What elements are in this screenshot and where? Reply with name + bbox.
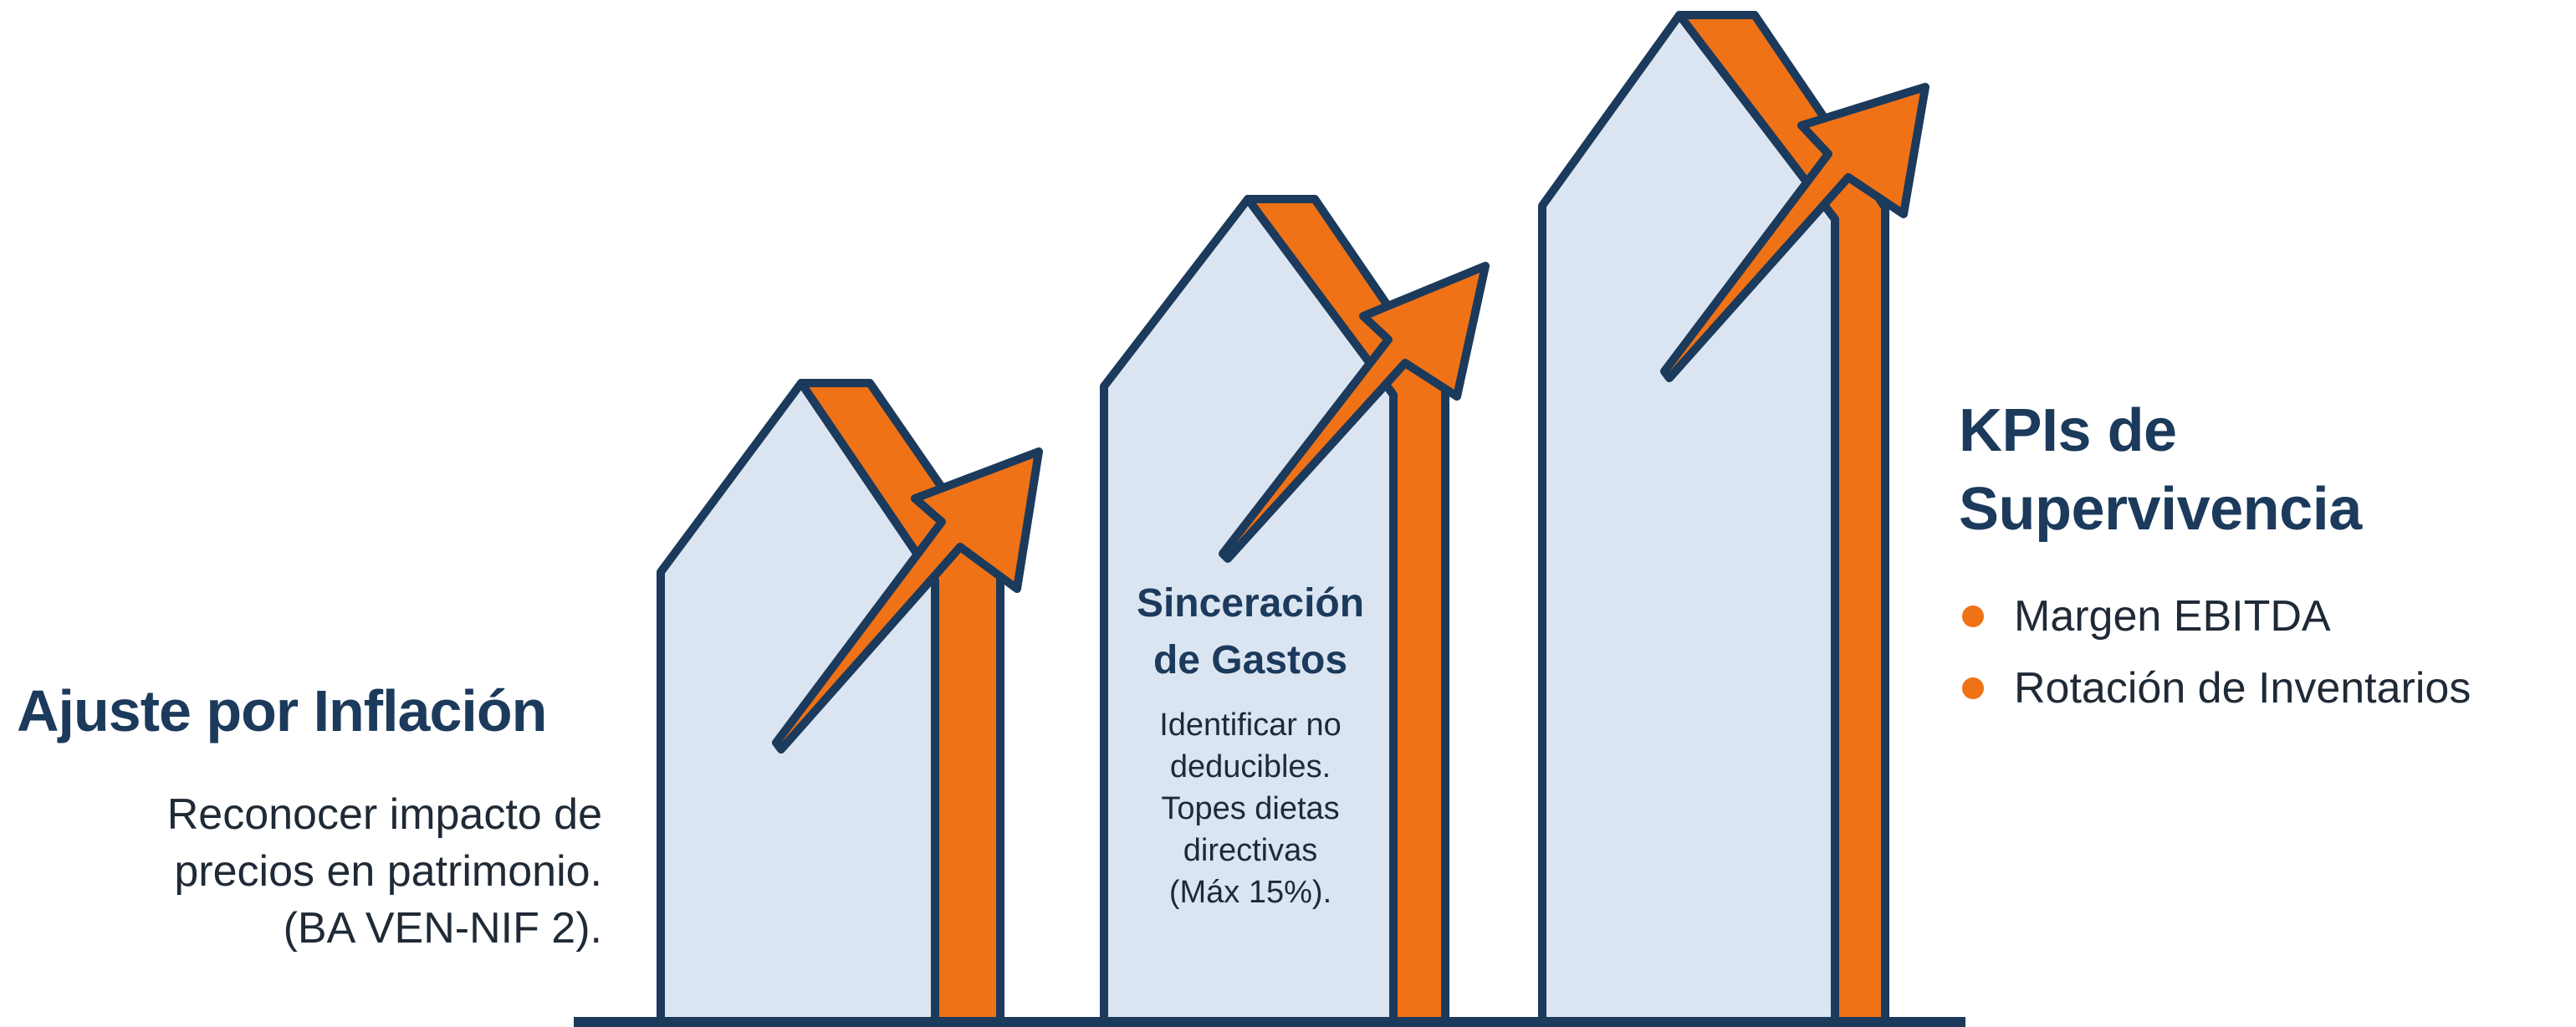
step-1-description-line: (BA VEN-NIF 2). (283, 904, 602, 953)
step-1-title: Ajuste por Inflación (17, 678, 547, 743)
kpi-list: Margen EBITDA Rotación de Inventarios (1959, 580, 2561, 724)
up-right-arrow-icon (1660, 83, 1929, 382)
step-1-text: Ajuste por Inflación Reconocer impacto d… (17, 677, 602, 957)
step-3-title: KPIs de Supervivencia (1959, 391, 2561, 549)
step-2-title: Sinceración de Gastos (1102, 575, 1398, 689)
bar-column-1 (657, 379, 1043, 1026)
step-2-description-line: Topes dietas (1161, 791, 1340, 826)
up-right-arrow-icon (772, 447, 1043, 754)
up-right-arrow-icon (1219, 262, 1490, 563)
step-2-description: Identificar no deducibles. Topes dietas … (1102, 704, 1398, 913)
step-2-description-line: directivas (1183, 833, 1318, 868)
step-1-description: Reconocer impacto de precios en patrimon… (17, 786, 602, 957)
step-3-title-line: Supervivencia (1959, 476, 2362, 543)
bullet-dot-icon (1962, 605, 1984, 627)
step-2-title-line: Sinceración (1136, 581, 1365, 626)
baseline (574, 1017, 1965, 1027)
bullet-dot-icon (1962, 677, 1984, 699)
step-2-description-line: deducibles. (1169, 749, 1331, 784)
step-3-title-line: KPIs de (1959, 397, 2177, 464)
kpi-list-item: Margen EBITDA (1959, 580, 2561, 652)
step-1-description-line: precios en patrimonio. (174, 847, 602, 896)
kpi-list-item: Rotación de Inventarios (1959, 652, 2561, 724)
step-2-description-line: Identificar no (1159, 708, 1342, 743)
kpi-label: Margen EBITDA (2014, 592, 2331, 641)
step-2-title-line: de Gastos (1153, 638, 1348, 682)
step-3-text: KPIs de Supervivencia Margen EBITDA Rota… (1959, 391, 2561, 724)
step-1-description-line: Reconocer impacto de (166, 790, 602, 839)
step-2-text: Sinceración de Gastos Identificar no ded… (1102, 575, 1398, 913)
step-2-description-line: (Máx 15%). (1168, 875, 1332, 910)
bar-column-3 (1538, 11, 1929, 1026)
kpi-label: Rotación de Inventarios (2014, 664, 2471, 713)
